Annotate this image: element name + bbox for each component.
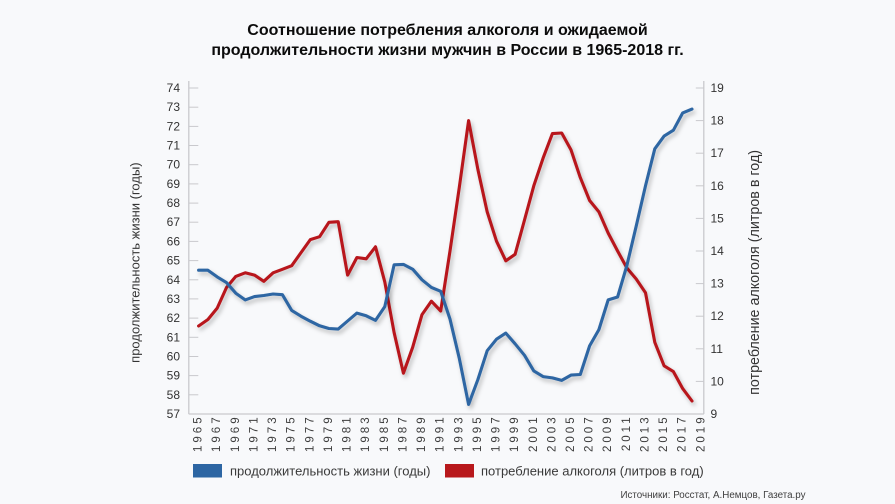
svg-text:19: 19 [711,81,725,95]
svg-text:13: 13 [711,277,725,291]
svg-text:1987: 1987 [397,414,409,452]
svg-text:1975: 1975 [286,414,298,452]
svg-text:16: 16 [711,179,725,193]
svg-text:15: 15 [711,211,725,225]
svg-text:потребление алкоголя (литров в: потребление алкоголя (литров в год) [747,150,763,395]
svg-text:60: 60 [167,350,181,364]
svg-text:1989: 1989 [416,414,428,452]
svg-text:2001: 2001 [528,414,540,452]
svg-text:70: 70 [167,158,181,172]
svg-text:9: 9 [711,407,718,421]
svg-text:17: 17 [711,146,725,160]
svg-text:2005: 2005 [565,414,577,452]
svg-text:2009: 2009 [602,414,614,452]
svg-text:2015: 2015 [658,414,670,452]
svg-text:Соотношение потребления алкого: Соотношение потребления алкоголя и ожида… [247,22,647,39]
svg-text:67: 67 [167,215,181,229]
svg-text:продолжительности жизни мужчин: продолжительности жизни мужчин в России … [211,42,683,59]
svg-text:2007: 2007 [584,414,596,452]
svg-text:1997: 1997 [491,414,503,452]
svg-text:63: 63 [167,292,181,306]
svg-text:1979: 1979 [323,414,335,452]
svg-text:64: 64 [167,273,181,287]
svg-text:59: 59 [167,369,181,383]
svg-text:65: 65 [167,254,181,268]
svg-text:61: 61 [167,330,181,344]
svg-text:2013: 2013 [640,414,652,452]
svg-text:18: 18 [711,114,725,128]
svg-text:69: 69 [167,177,181,191]
svg-text:1965: 1965 [193,414,205,452]
svg-text:1973: 1973 [267,414,279,452]
svg-text:11: 11 [711,342,724,356]
svg-text:потребление алкоголя (литров в: потребление алкоголя (литров в год) [481,464,704,479]
svg-text:1967: 1967 [211,414,223,452]
svg-text:продолжительность жизни (годы): продолжительность жизни (годы) [230,464,430,479]
svg-text:1981: 1981 [342,414,354,452]
svg-text:Источники: Росстат, А.Немцов,: Источники: Росстат, А.Немцов, Газета.ру [620,490,805,501]
svg-text:2003: 2003 [546,414,558,452]
svg-text:2017: 2017 [677,414,689,452]
svg-text:58: 58 [167,388,181,402]
svg-text:1969: 1969 [230,414,242,452]
svg-text:1971: 1971 [249,414,261,452]
svg-text:1999: 1999 [509,414,521,452]
svg-text:68: 68 [167,196,181,210]
svg-text:1983: 1983 [360,414,372,452]
svg-text:14: 14 [711,244,725,258]
svg-text:продолжительность жизни (годы): продолжительность жизни (годы) [128,162,143,362]
svg-text:74: 74 [167,81,181,95]
svg-text:1991: 1991 [435,414,447,452]
svg-text:62: 62 [167,311,181,325]
svg-text:1977: 1977 [304,414,316,452]
svg-text:2019: 2019 [695,414,707,452]
svg-text:12: 12 [711,309,725,323]
svg-text:1985: 1985 [379,414,391,452]
svg-text:1995: 1995 [472,414,484,452]
svg-text:10: 10 [711,374,725,388]
svg-text:1993: 1993 [453,414,465,452]
svg-text:71: 71 [167,139,181,153]
svg-text:73: 73 [167,100,181,114]
svg-text:72: 72 [167,119,181,133]
svg-text:57: 57 [167,407,181,421]
svg-text:2011: 2011 [621,414,633,451]
svg-text:66: 66 [167,234,181,248]
